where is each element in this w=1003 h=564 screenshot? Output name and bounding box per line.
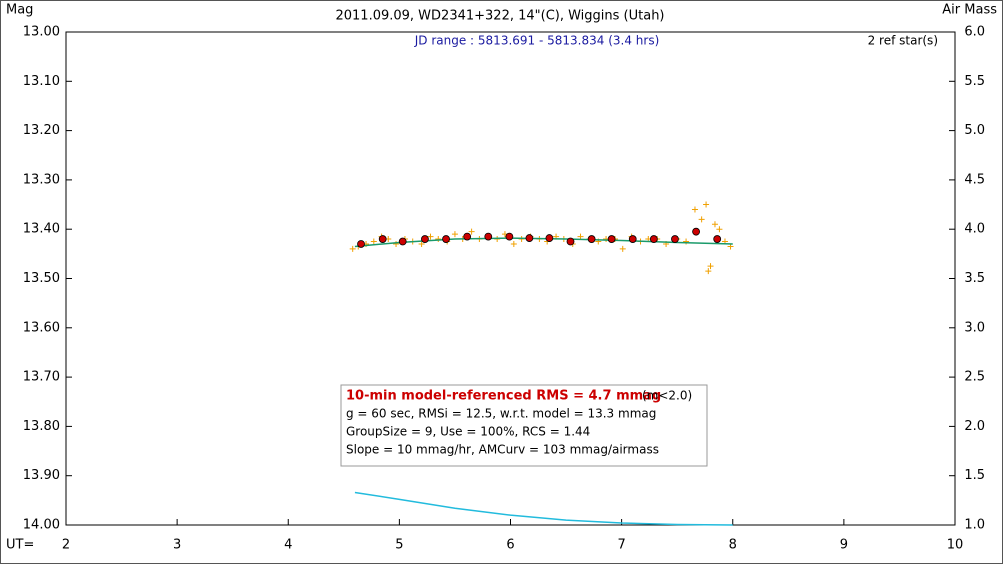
y-tick-label: 13.40	[23, 222, 60, 237]
point	[577, 233, 584, 240]
x-tick-label: 9	[840, 538, 848, 553]
y-tick-label: 13.30	[23, 172, 60, 187]
x-tick-label: 5	[395, 538, 403, 553]
point	[683, 238, 690, 245]
point	[707, 263, 714, 270]
point	[398, 237, 407, 246]
point	[628, 235, 637, 243]
point	[518, 236, 525, 243]
y2-tick-label: 6.0	[964, 25, 985, 40]
point	[619, 245, 626, 252]
point	[692, 227, 700, 236]
x-axis-label: UT=	[6, 538, 34, 553]
point	[566, 237, 575, 246]
point	[378, 235, 387, 243]
point	[698, 216, 705, 223]
rms-note: (m<2.0)	[642, 389, 692, 403]
y-tick-label: 13.10	[23, 74, 60, 89]
point	[545, 234, 554, 242]
point	[393, 240, 400, 247]
point	[713, 235, 722, 243]
chart-title: 2011.09.09, WD2341+322, 14"(C), Wiggins …	[335, 9, 664, 24]
point	[427, 233, 434, 240]
y-tick-label: 13.50	[23, 271, 60, 286]
y-tick-label: 13.60	[23, 320, 60, 335]
x-tick-label: 7	[617, 538, 625, 553]
point	[587, 235, 596, 243]
x-tick-label: 4	[284, 538, 292, 553]
stats-box	[340, 384, 708, 467]
stats-line: g = 60 sec, RMSi = 12.5, w.r.t. model = …	[346, 407, 656, 421]
y2-tick-label: 5.0	[964, 123, 985, 138]
stats-line: Slope = 10 mmag/hr, AMCurv = 103 mmag/ai…	[346, 443, 659, 457]
y-tick-label: 14.00	[23, 518, 60, 533]
jd-range: JD range : 5813.691 - 5813.834 (3.4 hrs)	[414, 34, 660, 48]
y2-tick-label: 1.5	[964, 468, 985, 483]
point	[671, 235, 679, 243]
point	[357, 240, 365, 248]
y2-tick-label: 4.5	[964, 172, 985, 187]
point	[451, 231, 458, 238]
x-tick-label: 3	[173, 538, 181, 553]
point	[703, 201, 710, 208]
y-tick-label: 13.80	[23, 419, 60, 434]
y2-tick-label: 5.5	[964, 74, 985, 89]
ref-stars: 2 ref star(s)	[868, 34, 938, 48]
line	[354, 491, 733, 526]
y2-axis-label: Air Mass	[942, 3, 997, 18]
y-axis-label: Mag	[6, 3, 33, 18]
point	[421, 235, 429, 243]
point	[711, 221, 718, 228]
point	[418, 240, 425, 247]
point	[442, 235, 450, 243]
y-tick-label: 13.90	[23, 468, 60, 483]
line	[354, 237, 733, 248]
y2-tick-label: 2.5	[964, 370, 985, 385]
point	[349, 245, 356, 252]
y2-tick-label: 4.0	[964, 222, 985, 237]
y-tick-label: 13.00	[23, 25, 60, 40]
y-tick-label: 13.20	[23, 123, 60, 138]
point	[716, 226, 723, 233]
y-tick-label: 13.70	[23, 370, 60, 385]
point	[691, 206, 698, 213]
rms-text: 10-min model-referenced RMS = 4.7 mmag	[346, 389, 661, 404]
point	[510, 240, 517, 247]
point	[607, 235, 616, 243]
point	[435, 236, 442, 243]
y2-tick-label: 2.0	[964, 419, 985, 434]
point	[370, 238, 377, 245]
point	[484, 232, 493, 241]
point	[468, 228, 475, 235]
x-tick-label: 10	[947, 538, 964, 553]
point	[463, 232, 472, 241]
point	[525, 234, 534, 242]
y2-tick-label: 1.0	[964, 518, 985, 533]
x-tick-label: 8	[729, 538, 737, 553]
point	[505, 232, 514, 241]
point	[705, 268, 712, 275]
y2-tick-label: 3.5	[964, 271, 985, 286]
point	[649, 235, 658, 243]
x-tick-label: 6	[506, 538, 514, 553]
y2-tick-label: 3.0	[964, 320, 985, 335]
x-tick-label: 2	[62, 538, 70, 553]
stats-line: GroupSize = 9, Use = 100%, RCS = 1.44	[346, 425, 590, 439]
